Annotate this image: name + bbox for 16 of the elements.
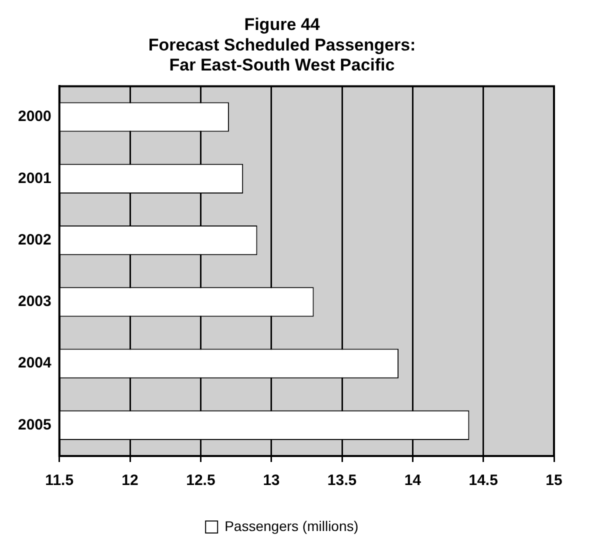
x-tick-label: 12.5	[186, 472, 216, 490]
x-tick-label: 14.5	[468, 472, 498, 490]
x-tick-label: 13.5	[327, 472, 357, 490]
x-tick-label: 14	[404, 472, 422, 490]
x-tick-label: 12	[122, 472, 138, 490]
x-tick-label: 13	[263, 472, 280, 490]
chart-title: Figure 44 Forecast Scheduled Passengers: Far East-South West Pacific	[148, 14, 416, 75]
x-tick-label: 11.5	[45, 472, 74, 490]
y-tick-label: 2003	[18, 293, 52, 310]
y-tick-label: 2004	[18, 354, 52, 372]
x-tick-label: 15	[546, 472, 562, 490]
y-tick-label: 2000	[18, 108, 52, 126]
y-tick-label: 2002	[18, 231, 52, 248]
y-tick-label: 2005	[18, 416, 52, 434]
y-tick-label: 2001	[18, 170, 52, 187]
legend-label: Passengers (millions)	[224, 518, 358, 534]
